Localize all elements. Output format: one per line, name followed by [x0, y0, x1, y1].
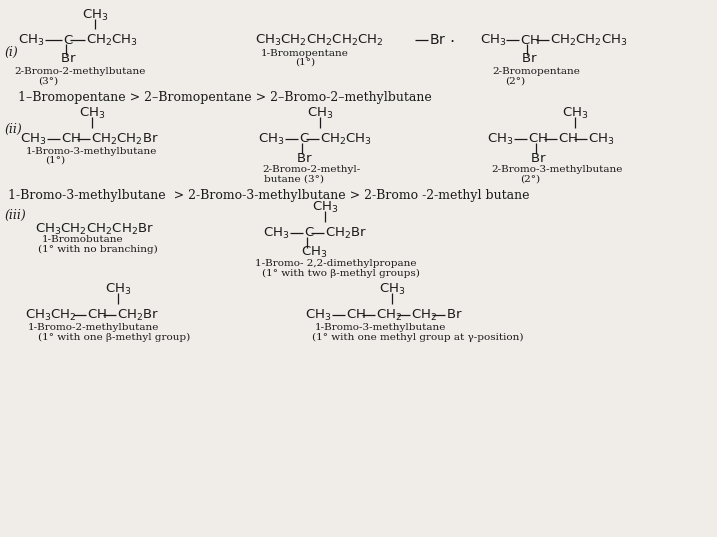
Text: (1° with one β-methyl group): (1° with one β-methyl group)	[38, 332, 190, 342]
Text: (i): (i)	[4, 46, 18, 59]
Text: (1° with no branching): (1° with no branching)	[38, 244, 158, 253]
Text: $\mathregular{CH_3}$: $\mathregular{CH_3}$	[82, 8, 108, 23]
Text: $\mathregular{Br}$: $\mathregular{Br}$	[530, 151, 546, 164]
Text: (1°): (1°)	[45, 156, 65, 164]
Text: (1° with one methyl group at γ-position): (1° with one methyl group at γ-position)	[312, 332, 523, 342]
Text: 1–Bromopentane > 2–Bromopentane > 2–Bromo-2–methylbutane: 1–Bromopentane > 2–Bromopentane > 2–Brom…	[18, 91, 432, 104]
Text: 1-Bromo-2-methylbutane: 1-Bromo-2-methylbutane	[28, 323, 159, 332]
Text: $\mathregular{CH}$: $\mathregular{CH}$	[87, 308, 107, 322]
Text: 1-Bromobutane: 1-Bromobutane	[42, 236, 123, 244]
Text: $\mathregular{C}$: $\mathregular{C}$	[299, 133, 310, 146]
Text: $\mathregular{CH}$: $\mathregular{CH}$	[61, 133, 81, 146]
Text: $\mathregular{Br}$: $\mathregular{Br}$	[521, 53, 538, 66]
Text: (2°): (2°)	[520, 175, 540, 184]
Text: 1-Bromo-3-methylbutane  > 2-Bromo-3-methylbutane > 2-Bromo -2-methyl butane: 1-Bromo-3-methylbutane > 2-Bromo-3-methy…	[8, 188, 529, 201]
Text: $\mathregular{CH_3}$: $\mathregular{CH_3}$	[588, 132, 614, 147]
Text: $\mathregular{CH}$: $\mathregular{CH}$	[528, 133, 548, 146]
Text: (1° with two β-methyl groups): (1° with two β-methyl groups)	[262, 268, 420, 278]
Text: $\mathregular{CH}$: $\mathregular{CH}$	[558, 133, 578, 146]
Text: $\mathregular{CH_3}$: $\mathregular{CH_3}$	[480, 32, 506, 48]
Text: $\mathregular{C}$: $\mathregular{C}$	[63, 33, 74, 47]
Text: 1-Bromo-3-methylbutane: 1-Bromo-3-methylbutane	[315, 323, 447, 332]
Text: .: .	[449, 31, 454, 46]
Text: $\mathregular{CH_2CH_2Br}$: $\mathregular{CH_2CH_2Br}$	[91, 132, 158, 147]
Text: $\mathregular{CH}$: $\mathregular{CH}$	[346, 308, 366, 322]
Text: $\mathregular{CH_3}$: $\mathregular{CH_3}$	[307, 105, 333, 120]
Text: $\mathregular{CH_3}$: $\mathregular{CH_3}$	[79, 105, 105, 120]
Text: $\mathregular{CH}$: $\mathregular{CH}$	[520, 33, 540, 47]
Text: 1-Bromo- 2,2-dimethylpropane: 1-Bromo- 2,2-dimethylpropane	[255, 259, 417, 268]
Text: $\mathregular{CH_3}$: $\mathregular{CH_3}$	[379, 281, 405, 296]
Text: 2-Bromo-2-methylbutane: 2-Bromo-2-methylbutane	[14, 68, 146, 76]
Text: $\mathregular{CH_2}$: $\mathregular{CH_2}$	[411, 308, 437, 323]
Text: $\mathregular{CH_3}$: $\mathregular{CH_3}$	[487, 132, 513, 147]
Text: $\mathregular{CH_2CH_3}$: $\mathregular{CH_2CH_3}$	[320, 132, 372, 147]
Text: (iii): (iii)	[4, 208, 26, 221]
Text: $\mathregular{CH_3}$: $\mathregular{CH_3}$	[312, 199, 338, 215]
Text: $\mathregular{CH_2Br}$: $\mathregular{CH_2Br}$	[325, 226, 367, 241]
Text: $\mathregular{CH_3CH_2CH_2CH_2CH_2}$: $\mathregular{CH_3CH_2CH_2CH_2CH_2}$	[255, 32, 384, 48]
Text: 1-Bromopentane: 1-Bromopentane	[261, 48, 349, 57]
Text: (2°): (2°)	[505, 76, 525, 85]
Text: $\mathregular{CH_3CH_2}$: $\mathregular{CH_3CH_2}$	[25, 308, 77, 323]
Text: (3°): (3°)	[38, 76, 58, 85]
Text: (1°): (1°)	[295, 57, 315, 67]
Text: 2-Bromo-3-methylbutane: 2-Bromo-3-methylbutane	[491, 165, 622, 175]
Text: $\mathregular{CH_2}$: $\mathregular{CH_2}$	[376, 308, 402, 323]
Text: butane (3°): butane (3°)	[264, 175, 324, 184]
Text: $\mathregular{CH_3}$: $\mathregular{CH_3}$	[20, 132, 47, 147]
Text: $\mathregular{CH_3CH_2CH_2CH_2Br}$: $\mathregular{CH_3CH_2CH_2CH_2Br}$	[35, 221, 154, 237]
Text: $\mathregular{CH_3}$: $\mathregular{CH_3}$	[305, 308, 331, 323]
Text: $\mathregular{C}$: $\mathregular{C}$	[304, 227, 315, 240]
Text: 2-Bromopentane: 2-Bromopentane	[492, 68, 580, 76]
Text: 1-Bromo-3-methylbutane: 1-Bromo-3-methylbutane	[26, 147, 157, 156]
Text: $\mathregular{CH_3}$: $\mathregular{CH_3}$	[18, 32, 44, 48]
Text: (ii): (ii)	[4, 122, 22, 135]
Text: $\mathregular{Br}$: $\mathregular{Br}$	[296, 151, 313, 164]
Text: $\mathregular{CH_2Br}$: $\mathregular{CH_2Br}$	[117, 308, 159, 323]
Text: $\mathregular{Br}$: $\mathregular{Br}$	[429, 33, 446, 47]
Text: $\mathregular{CH_3}$: $\mathregular{CH_3}$	[105, 281, 131, 296]
Text: $\mathregular{CH_2CH_3}$: $\mathregular{CH_2CH_3}$	[86, 32, 138, 48]
Text: 2-Bromo-2-methyl-: 2-Bromo-2-methyl-	[262, 165, 360, 175]
Text: $\mathregular{Br}$: $\mathregular{Br}$	[60, 53, 77, 66]
Text: $\mathregular{CH_2CH_2CH_3}$: $\mathregular{CH_2CH_2CH_3}$	[550, 32, 627, 48]
Text: $\mathregular{CH_3}$: $\mathregular{CH_3}$	[561, 105, 588, 120]
Text: $\mathregular{CH_3}$: $\mathregular{CH_3}$	[258, 132, 285, 147]
Text: $\mathregular{CH_3}$: $\mathregular{CH_3}$	[301, 244, 328, 259]
Text: $\mathregular{CH_3}$: $\mathregular{CH_3}$	[263, 226, 290, 241]
Text: $\mathregular{Br}$: $\mathregular{Br}$	[446, 308, 462, 322]
